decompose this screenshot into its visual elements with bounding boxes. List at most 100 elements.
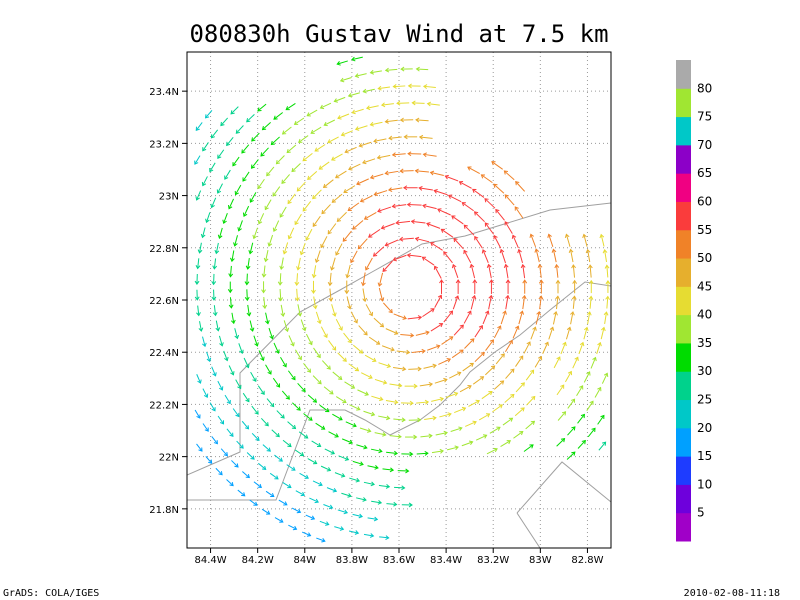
wind-vector (378, 484, 391, 489)
wind-vector (250, 371, 257, 383)
wind-vector (303, 362, 312, 373)
wind-vector (596, 341, 602, 355)
wind-vector (294, 273, 300, 287)
wind-vector (514, 206, 524, 219)
wind-vector (195, 122, 203, 132)
wind-vector (202, 388, 209, 398)
wind-vector (416, 450, 429, 456)
wind-vector (356, 444, 368, 450)
wind-vector (330, 257, 336, 271)
wind-vector (455, 279, 461, 294)
wind-vector (351, 108, 364, 115)
wind-vector (202, 336, 207, 348)
wind-vector (326, 487, 338, 493)
footer-right: 2010-02-08-11:18 (683, 588, 780, 599)
wind-vector (246, 304, 252, 317)
plot-frame (186, 51, 612, 549)
wind-vector (211, 436, 218, 445)
wind-vector (235, 125, 244, 134)
wind-vector (271, 429, 280, 438)
wind-vector (493, 183, 505, 194)
wind-vector (202, 423, 209, 432)
wind-vector (570, 311, 575, 325)
wind-vector (347, 92, 360, 98)
wind-vector (278, 289, 284, 302)
x-tick-label: 83.2W (477, 555, 509, 566)
wind-vector (426, 222, 441, 229)
wind-vector (407, 83, 421, 89)
wind-vector (485, 365, 496, 376)
wind-vector (358, 141, 372, 148)
wind-vector (279, 257, 285, 271)
wind-vector (399, 168, 414, 174)
colorbar-segment (676, 286, 691, 316)
wind-vector (430, 242, 443, 251)
wind-vector (202, 142, 209, 152)
wind-vector (337, 113, 350, 120)
wind-vector (503, 170, 515, 181)
wind-vector (361, 272, 366, 287)
wind-vector (463, 224, 475, 236)
wind-vector (305, 333, 313, 346)
wind-vector (320, 465, 332, 472)
wind-vector (554, 263, 560, 278)
wind-vector (449, 371, 462, 379)
wind-vector (343, 332, 352, 344)
wind-vector (499, 248, 506, 264)
wind-vector (473, 211, 485, 223)
wind-vector (337, 509, 349, 515)
wind-vector (195, 190, 202, 201)
wind-vector (557, 411, 567, 421)
wind-vector (392, 254, 407, 262)
wind-vector (226, 479, 234, 487)
wind-vector (556, 384, 565, 396)
wind-vector (230, 312, 236, 325)
wind-vector (336, 60, 348, 66)
wind-vector (251, 405, 259, 415)
y-tick-label: 23N (159, 192, 179, 203)
wind-vector (346, 296, 352, 310)
wind-vector (481, 391, 493, 400)
wind-vector (333, 96, 346, 103)
wind-vector (197, 242, 203, 254)
wind-vector (237, 489, 246, 497)
wind-vector (285, 103, 296, 111)
wind-vector (534, 248, 540, 263)
wind-vector (307, 394, 318, 403)
wind-vector (464, 338, 475, 349)
wind-vector (443, 310, 454, 323)
wind-vector (378, 287, 385, 302)
wind-vector (272, 220, 280, 233)
wind-vector (249, 192, 257, 203)
wind-vector (396, 349, 411, 355)
wind-vector (349, 477, 361, 483)
wind-vector (257, 213, 265, 225)
wind-vector (379, 535, 390, 540)
wind-vector (582, 233, 588, 247)
wind-vector (525, 420, 536, 430)
wind-vector (334, 472, 346, 478)
wind-vector (503, 263, 509, 279)
wind-vector (244, 273, 250, 286)
wind-vector (334, 526, 345, 531)
wind-vector (198, 321, 204, 332)
wind-vector (312, 296, 318, 310)
wind-vector (323, 504, 334, 510)
wind-vector (217, 149, 225, 159)
wind-vector (315, 311, 322, 325)
wind-vector (286, 144, 297, 154)
wind-vector (431, 396, 445, 402)
wind-vector (201, 176, 208, 187)
colorbar-segment (676, 258, 691, 287)
wind-vector (311, 440, 322, 448)
wind-vector (217, 380, 224, 391)
wind-vector (418, 185, 433, 191)
wind-vector (391, 152, 406, 158)
wind-vector (382, 260, 393, 273)
wind-vector (376, 154, 391, 160)
wind-vector (515, 382, 525, 393)
wind-vector (472, 188, 485, 198)
wind-vector (384, 119, 398, 124)
wind-vector (420, 433, 433, 439)
colorbar: 5 10 15 20 25 30 35 40 45 50 55 60 65 70 75 80 (676, 60, 712, 542)
